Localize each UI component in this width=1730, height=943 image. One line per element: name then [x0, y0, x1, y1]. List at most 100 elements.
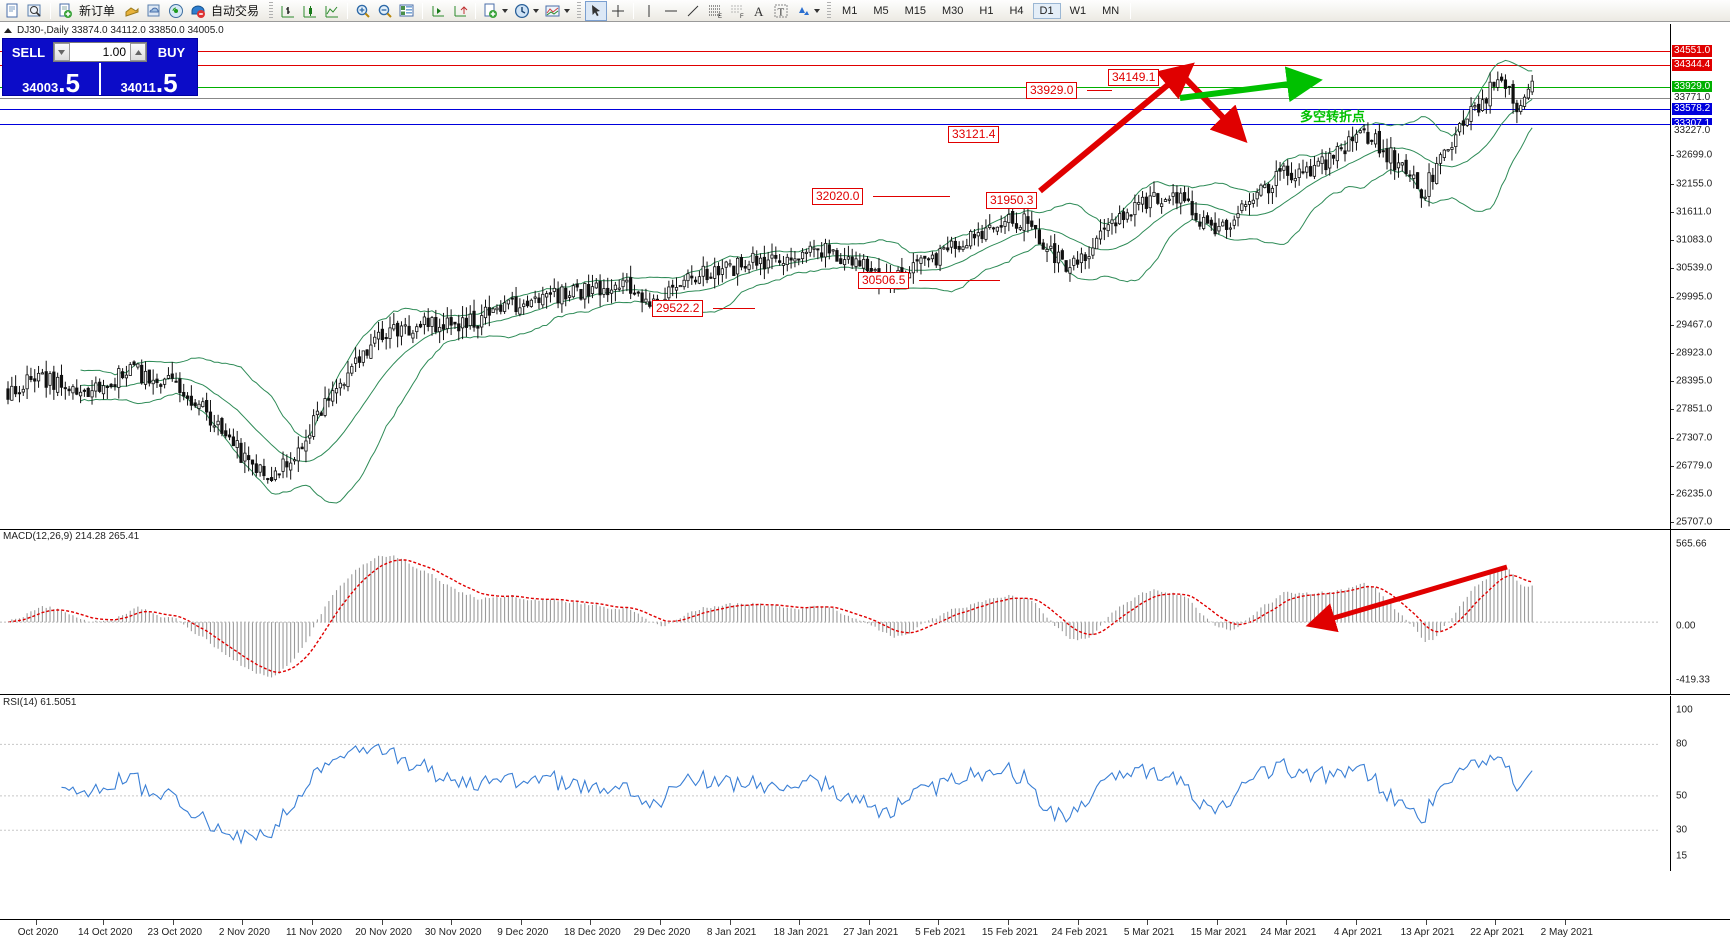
macd-scale[interactable]: 565.66 0.00 -419.33	[1670, 530, 1730, 695]
arrows-icon[interactable]	[792, 1, 823, 21]
pane-divider[interactable]	[0, 694, 1730, 695]
timeframe-m5[interactable]: M5	[873, 4, 889, 17]
timeframe-d1[interactable]: D1	[1032, 2, 1061, 19]
candle-body	[1205, 215, 1210, 224]
price-level-line[interactable]	[0, 98, 1670, 99]
price-annotation-label[interactable]: 34149.1	[1108, 69, 1160, 86]
sell-price[interactable]: 34003.5	[3, 63, 99, 96]
price-level-tag[interactable]: 34344.4	[1672, 59, 1713, 71]
history-icon[interactable]	[121, 1, 143, 21]
price-level-tag[interactable]: 33578.2	[1672, 103, 1713, 115]
drawn-objects-svg[interactable]	[0, 24, 1670, 529]
buy-price[interactable]: 34011.5	[101, 63, 197, 96]
chart-autoscroll-icon[interactable]	[449, 1, 471, 21]
price-level-tag[interactable]: 34551.0	[1672, 45, 1713, 57]
macd-plot[interactable]	[0, 530, 1670, 695]
crosshair-icon[interactable]	[607, 1, 629, 21]
chevron-down-icon[interactable]	[533, 8, 540, 13]
rsi-scale[interactable]: 100 80 50 30 15	[1670, 696, 1730, 871]
price-annotation-label[interactable]: 33929.0	[1026, 82, 1078, 99]
periods-icon[interactable]	[511, 1, 542, 21]
signal-icon[interactable]	[165, 1, 187, 21]
timeframe-m15[interactable]: M15	[904, 4, 926, 17]
timeframe-w1[interactable]: W1	[1069, 4, 1087, 17]
chart-area[interactable]: 34149.1 33929.0 33121.4 32020.0 31950.3 30506…	[0, 24, 1730, 943]
macd-drawn-svg[interactable]	[0, 530, 1670, 695]
indicators-icon[interactable]	[542, 1, 573, 21]
chevron-down-icon[interactable]	[564, 8, 571, 13]
price-level-line[interactable]	[0, 109, 1670, 110]
zoom-out-icon[interactable]	[374, 1, 396, 21]
volume-up-icon[interactable]	[130, 43, 146, 61]
price-level-line[interactable]	[0, 51, 1670, 52]
macd-pane[interactable]: MACD(12,26,9) 214.28 265.41 565.66 0.00 -4…	[0, 530, 1730, 695]
volume-input[interactable]: 1.00	[69, 43, 130, 61]
template-icon[interactable]	[480, 1, 511, 21]
fibonacci-icon[interactable]: E	[704, 1, 726, 21]
volume-stepper[interactable]: 1.00	[52, 42, 147, 62]
toolbar-grip[interactable]	[577, 1, 582, 20]
price-annotation-label[interactable]: 32020.0	[812, 188, 864, 205]
vline-icon[interactable]	[638, 1, 660, 21]
candlestick-chart-icon[interactable]	[299, 1, 321, 21]
cursor-icon[interactable]	[585, 0, 608, 21]
price-annotation-label[interactable]: 29522.2	[652, 300, 704, 317]
sell-button[interactable]: SELL	[11, 44, 46, 60]
price-scale[interactable]: 32699.0 32155.0 31611.0 31083.0 30539.0 29995…	[1670, 24, 1730, 529]
new-chart-icon[interactable]	[2, 1, 24, 21]
price-level-line[interactable]	[0, 65, 1670, 66]
line-chart-icon[interactable]	[321, 1, 343, 21]
trendline-icon[interactable]	[682, 1, 704, 21]
price-annotation-label[interactable]: 33121.4	[948, 126, 1000, 143]
candle-body	[453, 321, 457, 325]
cloud-icon[interactable]	[143, 1, 165, 21]
zoom-in-icon[interactable]	[352, 1, 374, 21]
pane-divider[interactable]	[0, 529, 1730, 530]
candle-body	[480, 315, 484, 328]
bar-chart-icon[interactable]	[277, 1, 299, 21]
price-annotation-label[interactable]: 30506.5	[858, 272, 910, 289]
candle-body	[1358, 130, 1362, 134]
price-level-tag[interactable]: 33929.0	[1672, 81, 1713, 93]
date-tick	[242, 920, 244, 925]
price-pane[interactable]: 34149.1 33929.0 33121.4 32020.0 31950.3 30506…	[0, 24, 1730, 529]
candle-body	[1393, 150, 1397, 171]
timeframe-mn[interactable]: MN	[1102, 4, 1120, 17]
candle-body	[59, 374, 64, 388]
price-annotation-label[interactable]: 31950.3	[986, 192, 1038, 209]
rsi-pane[interactable]: RSI(14) 61.5051 100 80 50 30 15	[0, 696, 1730, 871]
timeframe-h4[interactable]: H4	[1009, 4, 1024, 17]
toolbar-separator	[422, 2, 424, 19]
hline-icon[interactable]	[660, 1, 682, 21]
timeframe-m30[interactable]: M30	[942, 4, 964, 17]
grid-icon[interactable]: F	[726, 1, 748, 21]
toolbar-grip[interactable]	[827, 1, 832, 20]
candle-body	[1419, 189, 1423, 199]
price-plot[interactable]: 34149.1 33929.0 33121.4 32020.0 31950.3 30506…	[0, 24, 1670, 529]
date-axis[interactable]: Oct 2020 14 Oct 2020 23 Oct 2020 2 Nov 2020…	[0, 919, 1730, 943]
text-icon[interactable]: A	[748, 1, 770, 21]
price-level-line[interactable]	[0, 87, 1670, 88]
candle-body	[1400, 162, 1404, 166]
buy-button[interactable]: BUY	[157, 44, 186, 60]
one-click-trading-panel[interactable]: SELL 1.00 BUY 34003.5 34011.5	[2, 38, 198, 96]
new-order-button[interactable]: 新订单	[55, 1, 121, 21]
chart-shift-icon[interactable]	[427, 1, 449, 21]
volume-down-icon[interactable]	[53, 43, 70, 61]
toolbar-grip[interactable]	[269, 1, 274, 20]
data-window-icon[interactable]	[396, 1, 418, 21]
price-level-tag[interactable]: 33771.0	[1672, 92, 1713, 104]
price-level-line[interactable]	[0, 124, 1670, 125]
timeframe-h1[interactable]: H1	[979, 4, 994, 17]
chevron-down-icon[interactable]	[814, 8, 821, 13]
price-level-tag[interactable]: 33227.0	[1672, 125, 1713, 137]
candle-body	[1412, 174, 1416, 179]
chart-lookup-icon[interactable]	[24, 1, 46, 21]
sell-price-main: 34003	[22, 80, 59, 95]
expert-advisor-button[interactable]: 自动交易	[187, 1, 265, 21]
rsi-plot[interactable]	[0, 696, 1670, 871]
label-icon[interactable]: T	[770, 1, 792, 21]
collapse-icon[interactable]	[4, 27, 12, 33]
timeframe-m1[interactable]: M1	[842, 4, 858, 17]
chevron-down-icon[interactable]	[502, 8, 509, 13]
